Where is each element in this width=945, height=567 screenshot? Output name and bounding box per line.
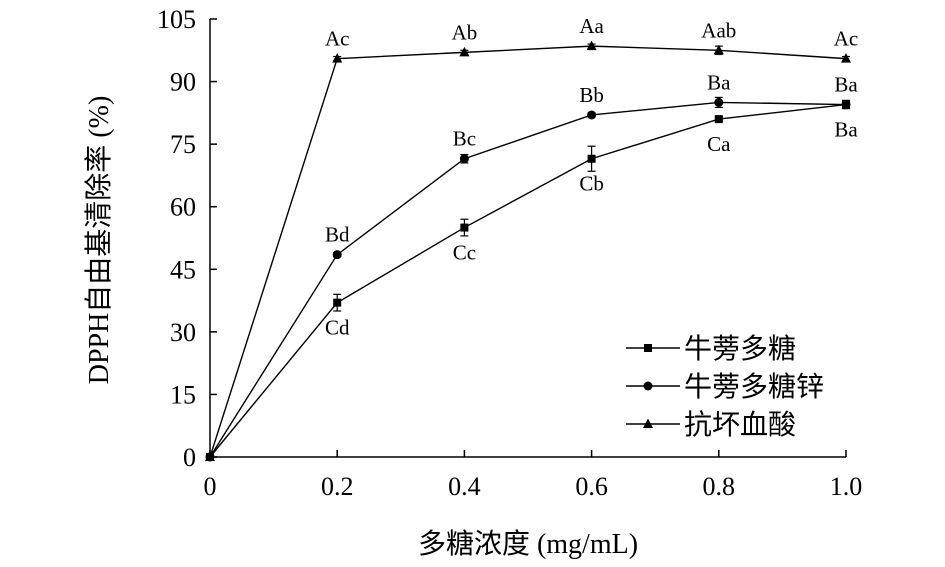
data-label: Ac	[325, 27, 350, 51]
x-tick-label: 1.0	[830, 472, 863, 501]
data-point	[714, 115, 723, 124]
data-label: Ba	[834, 118, 858, 142]
axes: 0 15 30 45 60 75 90 105 0 0.2 0.4 0.6 0.8 1.0	[157, 5, 862, 501]
data-label: Aa	[579, 14, 604, 38]
point-labels: Cd Cc Cb Ca Ba Bd Bc Bb Ba Ba Ac Ab Aa Aab Ac	[325, 14, 858, 340]
data-label: Cb	[579, 172, 604, 196]
data-label: Ba	[707, 70, 731, 94]
y-tick-label: 15	[170, 380, 196, 409]
series-line	[209, 103, 847, 458]
series-line	[209, 101, 847, 458]
data-point	[333, 298, 342, 307]
data-label: Cd	[325, 316, 350, 340]
y-axis-title: DPPH自由基清除率 (%)	[83, 96, 115, 385]
series-layer	[205, 40, 851, 462]
x-tick-label: 0.2	[321, 472, 354, 501]
series-line	[209, 45, 847, 458]
y-tick-label: 30	[170, 318, 196, 347]
data-point	[460, 223, 469, 232]
data-point	[714, 97, 724, 107]
legend-label: 抗坏血酸	[684, 409, 796, 441]
x-tick-label: 0	[204, 472, 217, 501]
legend-marker	[643, 418, 653, 428]
data-point	[459, 154, 469, 164]
x-tick-label: 0.8	[703, 472, 736, 501]
legend-marker	[644, 344, 652, 352]
y-tick-label: 105	[157, 5, 196, 34]
data-label: Bb	[579, 83, 604, 107]
y-tick-label: 45	[170, 255, 196, 284]
data-point	[841, 53, 851, 63]
data-point	[841, 100, 851, 110]
x-tick-label: 0.6	[575, 472, 608, 501]
data-point	[332, 250, 342, 260]
y-tick-label: 60	[170, 193, 196, 222]
legend-label: 牛蒡多糖锌	[684, 371, 824, 403]
data-point	[332, 53, 343, 63]
legend-marker	[643, 381, 653, 391]
y-tick-label: 0	[183, 443, 196, 472]
legend-label: 牛蒡多糖	[684, 333, 796, 365]
data-label: Ac	[834, 27, 859, 51]
data-label: Bd	[325, 223, 350, 247]
data-point	[713, 44, 724, 55]
data-point	[459, 46, 470, 57]
y-tick-label: 90	[170, 68, 196, 97]
data-label: Ca	[707, 132, 731, 156]
data-label: Ab	[452, 20, 478, 44]
data-label: Cc	[453, 241, 476, 265]
y-tick-label: 75	[170, 130, 196, 159]
x-tick-label: 0.4	[448, 472, 481, 501]
data-label: Aab	[701, 18, 736, 42]
data-point	[587, 110, 597, 120]
data-point	[587, 154, 596, 163]
data-point	[586, 40, 597, 51]
data-point	[205, 451, 215, 461]
data-label: Bc	[453, 127, 476, 151]
x-axis-title: 多糖浓度 (mg/mL)	[418, 528, 638, 560]
data-label: Ba	[834, 73, 858, 97]
